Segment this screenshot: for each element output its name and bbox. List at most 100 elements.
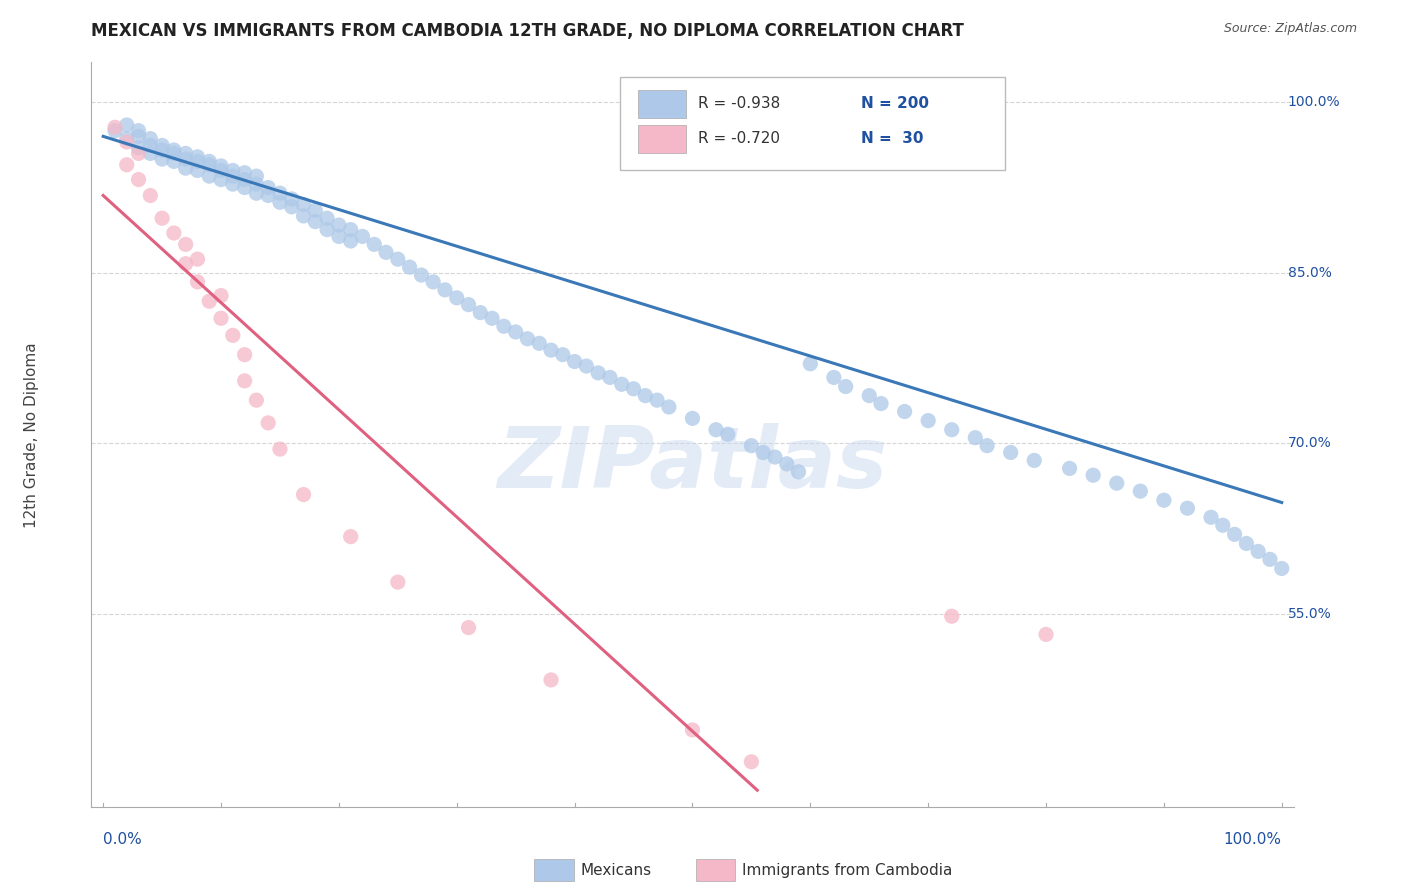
Point: [422, 275, 444, 289]
Point: [470, 305, 492, 319]
Point: [304, 203, 326, 218]
Point: [292, 209, 315, 223]
Point: [316, 222, 339, 236]
Point: [976, 439, 998, 453]
Point: [163, 146, 186, 161]
Point: [1105, 476, 1128, 491]
Point: [681, 723, 703, 737]
Point: [139, 131, 162, 145]
Point: [1199, 510, 1222, 524]
Point: [174, 161, 197, 176]
Point: [209, 163, 232, 178]
Point: [529, 336, 551, 351]
Point: [540, 673, 562, 687]
Point: [941, 609, 963, 624]
Point: [150, 152, 173, 166]
Point: [586, 366, 609, 380]
Text: Mexicans: Mexicans: [581, 863, 652, 878]
Point: [1153, 493, 1175, 508]
Point: [115, 131, 138, 145]
Point: [150, 211, 173, 226]
Point: [375, 245, 398, 260]
Point: [740, 755, 762, 769]
Point: [492, 319, 515, 334]
Point: [222, 163, 245, 178]
Point: [233, 180, 256, 194]
Point: [163, 154, 186, 169]
Text: N =  30: N = 30: [860, 131, 924, 146]
Point: [115, 118, 138, 132]
Point: [799, 357, 821, 371]
Point: [198, 169, 221, 183]
Point: [128, 146, 150, 161]
Point: [433, 283, 456, 297]
Point: [150, 138, 173, 153]
Point: [233, 374, 256, 388]
Text: ZIPatlas: ZIPatlas: [498, 423, 887, 506]
Point: [551, 348, 574, 362]
Text: Source: ZipAtlas.com: Source: ZipAtlas.com: [1223, 22, 1357, 36]
Point: [893, 404, 915, 418]
Point: [645, 393, 668, 408]
Point: [681, 411, 703, 425]
Point: [186, 252, 208, 267]
Point: [1024, 453, 1046, 467]
Point: [233, 172, 256, 186]
Point: [481, 311, 503, 326]
Point: [198, 294, 221, 309]
Point: [387, 252, 409, 267]
Point: [1059, 461, 1081, 475]
Point: [564, 354, 586, 368]
Point: [186, 154, 208, 169]
Point: [245, 177, 267, 191]
Point: [104, 123, 127, 137]
FancyBboxPatch shape: [620, 78, 1005, 170]
Point: [139, 138, 162, 153]
Point: [1083, 468, 1105, 483]
Point: [269, 195, 291, 210]
Point: [174, 152, 197, 166]
Point: [787, 465, 810, 479]
Point: [1223, 527, 1246, 541]
Point: [858, 389, 880, 403]
Point: [209, 159, 232, 173]
Point: [457, 298, 479, 312]
Point: [257, 180, 280, 194]
Point: [411, 268, 433, 282]
Text: 100.0%: 100.0%: [1223, 832, 1282, 847]
Point: [174, 146, 197, 161]
Point: [150, 143, 173, 157]
Point: [752, 445, 775, 459]
Text: Immigrants from Cambodia: Immigrants from Cambodia: [742, 863, 953, 878]
Point: [823, 370, 845, 384]
Point: [245, 393, 267, 408]
Point: [163, 143, 186, 157]
Point: [304, 214, 326, 228]
Point: [198, 154, 221, 169]
Point: [316, 211, 339, 226]
Point: [209, 288, 232, 302]
Point: [363, 237, 385, 252]
Point: [1234, 536, 1257, 550]
Point: [599, 370, 621, 384]
Point: [186, 275, 208, 289]
FancyBboxPatch shape: [638, 125, 686, 153]
Point: [1035, 627, 1057, 641]
Point: [245, 186, 267, 201]
Point: [198, 158, 221, 172]
Text: 85.0%: 85.0%: [1288, 266, 1331, 280]
Point: [174, 237, 197, 252]
Point: [128, 123, 150, 137]
Text: R = -0.720: R = -0.720: [699, 131, 780, 146]
Point: [387, 575, 409, 590]
Point: [763, 450, 786, 464]
Text: 55.0%: 55.0%: [1288, 607, 1331, 621]
Text: R = -0.938: R = -0.938: [699, 96, 780, 111]
Text: 100.0%: 100.0%: [1288, 95, 1340, 109]
Point: [328, 218, 350, 232]
Point: [623, 382, 645, 396]
Point: [128, 129, 150, 144]
Point: [575, 359, 598, 373]
Point: [269, 186, 291, 201]
Point: [209, 311, 232, 326]
